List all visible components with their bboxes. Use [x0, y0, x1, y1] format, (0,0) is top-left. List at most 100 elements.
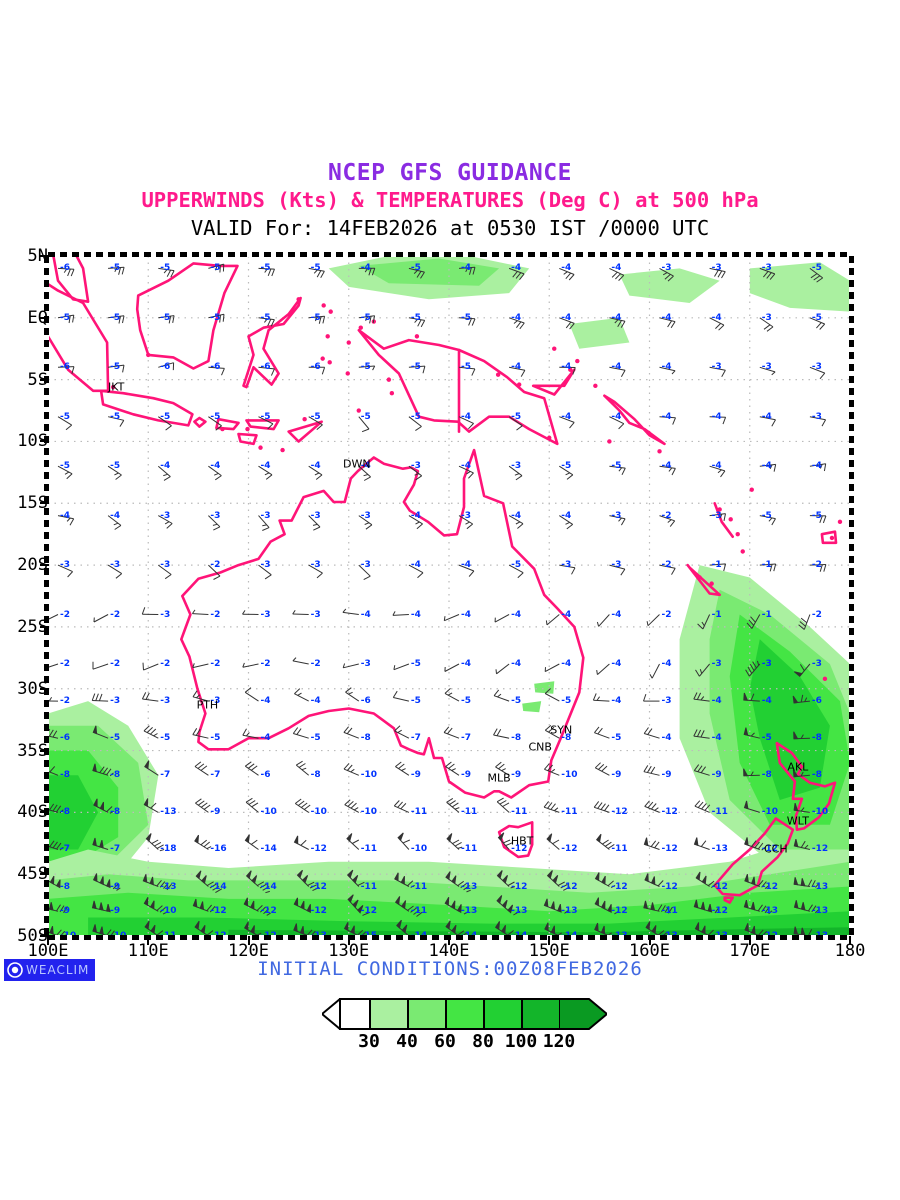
temperature-value: -9: [110, 906, 121, 917]
temperature-value: -12: [711, 906, 728, 917]
city-label-jkt: JKT: [107, 380, 125, 394]
temperature-value: -5: [511, 560, 522, 571]
temperature-value: -11: [561, 807, 578, 818]
temperature-value: -1: [711, 560, 722, 571]
y-axis-label: 50S: [17, 926, 48, 946]
colorbar-cell: [483, 998, 521, 1030]
temperature-value: -5: [611, 461, 622, 472]
temperature-value: -6: [60, 263, 71, 274]
y-axis-label: 5S: [27, 369, 48, 390]
temperature-value: -6: [260, 770, 271, 781]
temperature-value: -4: [561, 411, 572, 422]
temperature-value: -6: [360, 696, 371, 707]
temperature-value: -7: [461, 733, 472, 744]
temperature-value: -3: [60, 560, 71, 571]
temperature-value: -8: [761, 770, 772, 781]
map-canvas: -6 -5 -5 -5 -5 -5 -4 -5 -4 -4 -4 -4 -3 -3 -3 -5 -5 -5 -5 -5…: [48, 256, 850, 936]
map-plot-area[interactable]: -6 -5 -5 -5 -5 -5 -4 -5 -4 -4 -4 -4 -3 -3 -3 -5 -5 -5 -5 -5…: [48, 256, 850, 936]
temperature-value: -14: [561, 931, 578, 936]
temperature-value: -4: [611, 263, 622, 274]
y-axis-tick: [40, 502, 49, 505]
temperature-value: -8: [110, 770, 121, 781]
temperature-value: -11: [410, 906, 428, 917]
temperature-value: -3: [110, 696, 121, 707]
temperature-value: -9: [511, 770, 522, 781]
temperature-value: -8: [60, 770, 71, 781]
temperature-value: -4: [661, 461, 672, 472]
temperature-value: -3: [561, 560, 572, 571]
page-title-line3: VALID For: 14FEB2026 at 0530 IST /0000 U…: [190, 216, 710, 240]
weaclim-label: WEACLIM: [26, 963, 90, 977]
temperature-value: -3: [360, 560, 371, 571]
temperature-value: -4: [511, 263, 522, 274]
temperature-value: -4: [711, 411, 722, 422]
temperature-value: -4: [611, 362, 622, 373]
temperature-value: -10: [310, 807, 327, 818]
y-axis-tick: [40, 378, 49, 381]
temperature-value: -15: [360, 931, 378, 936]
temperature-value: -13: [811, 881, 829, 892]
temperature-value: -3: [711, 510, 722, 521]
temperature-value: -5: [410, 312, 421, 323]
temperature-value: -3: [811, 411, 822, 422]
temperature-value: -8: [811, 733, 822, 744]
temperature-value: -4: [60, 510, 71, 521]
temperature-value: -3: [310, 510, 321, 521]
page-title-line1: NCEP GFS GUIDANCE: [328, 160, 572, 186]
temperature-value: -4: [260, 461, 271, 472]
temperature-value: -3: [711, 659, 722, 669]
temperature-value: -10: [360, 770, 378, 781]
city-label-akl: AKL: [787, 760, 809, 774]
temperature-value: -5: [461, 312, 472, 323]
temperature-value: -16: [210, 844, 227, 855]
colorbar-tick: 80: [472, 1031, 494, 1052]
temperature-value: -3: [761, 312, 772, 323]
y-axis-label: 15S: [17, 493, 48, 514]
temperature-value: -3: [160, 609, 171, 620]
y-axis-tick: [40, 625, 49, 628]
colorbar-cell: [445, 998, 483, 1030]
city-label-syn: SYN: [550, 723, 573, 737]
temperature-value: -12: [511, 881, 528, 892]
temperature-value: -4: [410, 560, 421, 571]
temperature-value: -4: [410, 609, 421, 620]
colorbar-right-arrow: [559, 998, 607, 1030]
temperature-value: -5: [811, 510, 822, 521]
temperature-value: -4: [461, 461, 472, 472]
x-axis-tick: [448, 936, 450, 945]
temperature-value: -5: [310, 312, 321, 323]
temperature-value: -4: [360, 461, 371, 472]
y-axis-label: 35S: [17, 740, 48, 761]
temperature-value: -11: [461, 807, 478, 818]
title-block: NCEP GFS GUIDANCE UPPERWINDS (Kts) & TEM…: [0, 160, 900, 242]
temperature-value: -8: [60, 807, 71, 818]
colorbar: 30 40 60 80 100 120: [322, 998, 607, 1052]
temperature-value: -5: [210, 733, 221, 744]
temperature-value: -13: [561, 906, 578, 917]
temperature-value: -3: [461, 510, 472, 521]
colorbar-cell: [369, 998, 407, 1030]
temperature-value: -10: [160, 906, 177, 917]
y-axis-tick: [40, 749, 49, 752]
temperature-value: -4: [811, 461, 822, 472]
temperature-value: -13: [761, 906, 779, 917]
temperature-value: -9: [410, 770, 421, 781]
y-axis-tick: [40, 255, 49, 257]
temperature-value: -3: [210, 510, 221, 521]
temperature-value: -4: [310, 461, 321, 472]
temperature-value: -4: [160, 461, 171, 472]
temperature-value: -12: [210, 906, 227, 917]
temperature-value: -3: [661, 696, 672, 707]
colorbar-tick-labels: 30 40 60 80 100 120: [322, 1031, 607, 1053]
temperature-value: -4: [661, 312, 672, 323]
temperature-value: -5: [210, 263, 221, 274]
temperature-value: -8: [811, 770, 822, 781]
temperature-value: -13: [611, 931, 628, 936]
temperature-value: -4: [561, 510, 572, 521]
temperature-value: -2: [160, 659, 171, 669]
temperature-value: -5: [210, 312, 221, 323]
temperature-value: -4: [661, 362, 672, 373]
temperature-value: -7: [410, 733, 421, 744]
temperature-value: -9: [110, 881, 121, 892]
y-axis-tick: [40, 687, 49, 690]
